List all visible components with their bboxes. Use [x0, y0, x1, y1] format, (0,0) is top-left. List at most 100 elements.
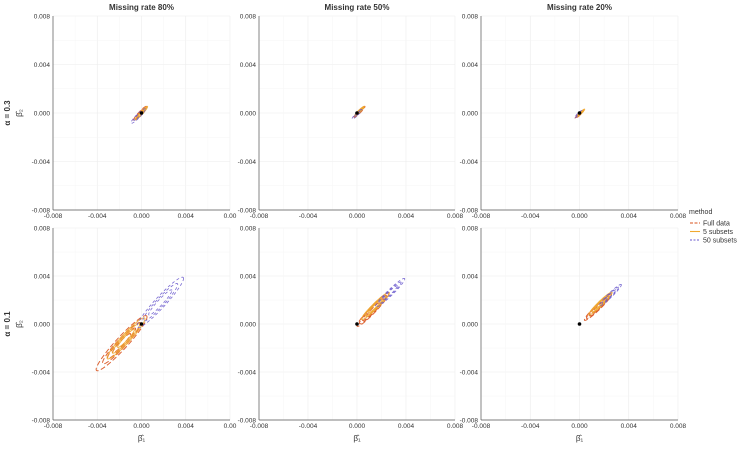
- x-tick-label: 0.000: [571, 423, 588, 430]
- column-title: Missing rate 80%: [109, 3, 174, 12]
- x-tick-label: -0.004: [521, 423, 540, 430]
- y-axis-title: β̂₂: [15, 320, 24, 328]
- y-tick-label: -0.008: [460, 417, 479, 424]
- facet-panel-1-1: -0.008 -0.004 0.000 0.004 0.008 -0.008 -0.004 0…: [15, 13, 237, 220]
- x-tick-label: -0.008: [250, 213, 269, 220]
- y-tick-label: 0.004: [34, 273, 51, 280]
- contour-subsets-50-level-1: [382, 285, 398, 301]
- y-tick-label: -0.004: [32, 159, 51, 166]
- true-value-point: [139, 111, 144, 115]
- contour-subsets-50-level-1: [148, 289, 173, 316]
- x-tick-label: 0.000: [133, 423, 150, 430]
- contour-full-data-level-2: [107, 327, 137, 359]
- contour-group: [356, 278, 406, 327]
- row-label: α = 0.3: [3, 100, 12, 126]
- contour-subsets-50-level-3: [598, 283, 622, 307]
- facet-panel-2-1: -0.008 -0.004 0.000 0.004 0.008 -0.008 -0.004 0…: [15, 225, 237, 443]
- x-tick-label: -0.008: [44, 213, 63, 220]
- y-tick-label: 0.008: [240, 13, 257, 20]
- y-tick-label: 0.004: [240, 273, 257, 280]
- x-tick-label: 0.008: [447, 423, 464, 430]
- x-tick-label: -0.004: [521, 213, 540, 220]
- x-tick-label: 0.00: [224, 213, 237, 220]
- x-tick-label: 0.000: [349, 423, 366, 430]
- contour-subsets-50-level-2: [378, 281, 402, 305]
- y-tick-label: 0.004: [240, 62, 257, 69]
- x-tick-label: 0.004: [621, 213, 638, 220]
- legend-label-full-data: Full data: [703, 220, 730, 227]
- x-tick-label: 0.008: [670, 213, 687, 220]
- y-tick-label: 0.004: [34, 62, 51, 69]
- x-tick-label: 0.000: [133, 213, 150, 220]
- true-value-point: [577, 322, 582, 326]
- y-tick-label: -0.008: [32, 417, 51, 424]
- legend-title: method: [689, 209, 712, 216]
- y-tick-label: -0.004: [460, 159, 479, 166]
- y-tick-label: 0.000: [462, 110, 479, 117]
- y-tick-label: 0.000: [240, 110, 257, 117]
- x-tick-label: -0.008: [250, 423, 269, 430]
- contour-group: [583, 283, 622, 321]
- true-value-point: [355, 111, 359, 115]
- y-tick-label: -0.008: [460, 207, 479, 214]
- x-tick-label: -0.008: [44, 423, 63, 430]
- x-tick-label: 0.004: [621, 423, 638, 430]
- x-tick-label: 0.000: [349, 213, 366, 220]
- x-tick-label: -0.004: [88, 423, 107, 430]
- contour-subsets-50-level-2: [351, 108, 363, 120]
- row-label: α = 0.1: [3, 311, 12, 337]
- contour-subsets-5-level-1: [117, 328, 135, 349]
- contour-full-data-level-3: [101, 321, 142, 365]
- y-tick-label: -0.004: [460, 369, 479, 376]
- x-axis-title: β̂₁: [353, 434, 361, 443]
- legend-label-subsets-50: 50 subsets: [703, 237, 737, 244]
- x-tick-label: -0.004: [88, 213, 107, 220]
- true-value-point: [577, 111, 582, 115]
- true-value-point: [355, 322, 359, 326]
- x-tick-label: 0.004: [178, 423, 195, 430]
- facet-panel-2-2: -0.008 -0.004 0.000 0.004 0.008 -0.008 -0.004 0…: [238, 225, 464, 443]
- x-tick-label: 0.00: [224, 423, 237, 430]
- contour-subsets-5-level-2: [591, 294, 610, 313]
- y-tick-label: 0.008: [34, 225, 51, 232]
- contour-subsets-50-level-2: [142, 283, 179, 322]
- y-axis-title: β̂₂: [15, 109, 24, 117]
- y-tick-label: 0.004: [462, 62, 479, 69]
- contour-group: [130, 105, 149, 124]
- column-title: Missing rate 20%: [547, 3, 612, 12]
- y-tick-label: -0.008: [32, 207, 51, 214]
- contour-subsets-50-level-3: [136, 276, 184, 329]
- facet-panel-2-3: -0.008 -0.004 0.000 0.004 0.008 -0.008 -0.004 0…: [460, 225, 687, 443]
- contour-subsets-50-level-1: [353, 110, 361, 118]
- x-tick-label: -0.008: [472, 423, 491, 430]
- x-axis-title: β̂₁: [576, 434, 584, 443]
- x-tick-label: -0.004: [299, 213, 318, 220]
- column-title: Missing rate 50%: [325, 3, 390, 12]
- contour-subsets-50-level-2: [601, 286, 619, 304]
- contour-subsets-50-level-2: [130, 108, 146, 124]
- legend-label-subsets-5: 5 subsets: [703, 229, 733, 236]
- y-tick-label: 0.004: [462, 273, 479, 280]
- facet-panel-1-3: -0.008 -0.004 0.000 0.004 0.008 -0.008 -0.004 0…: [460, 13, 687, 220]
- x-tick-label: 0.004: [398, 423, 415, 430]
- y-tick-label: 0.008: [462, 225, 479, 232]
- x-tick-label: 0.008: [447, 213, 464, 220]
- contour-full-data-level-4: [95, 315, 148, 372]
- x-tick-label: 0.008: [670, 423, 687, 430]
- x-tick-label: -0.008: [472, 213, 491, 220]
- true-value-point: [139, 322, 144, 326]
- y-tick-label: 0.000: [240, 321, 257, 328]
- y-tick-label: -0.004: [238, 159, 257, 166]
- x-tick-label: -0.004: [299, 423, 318, 430]
- y-tick-label: 0.000: [34, 321, 51, 328]
- x-axis-title: β̂₁: [138, 434, 146, 443]
- y-tick-label: -0.008: [238, 207, 257, 214]
- y-tick-label: 0.000: [462, 321, 479, 328]
- y-tick-label: 0.000: [34, 110, 51, 117]
- y-tick-label: -0.004: [32, 369, 51, 376]
- contour-subsets-5-level-3: [106, 317, 146, 360]
- contour-subsets-5-level-2: [111, 323, 141, 354]
- x-tick-label: 0.004: [178, 213, 195, 220]
